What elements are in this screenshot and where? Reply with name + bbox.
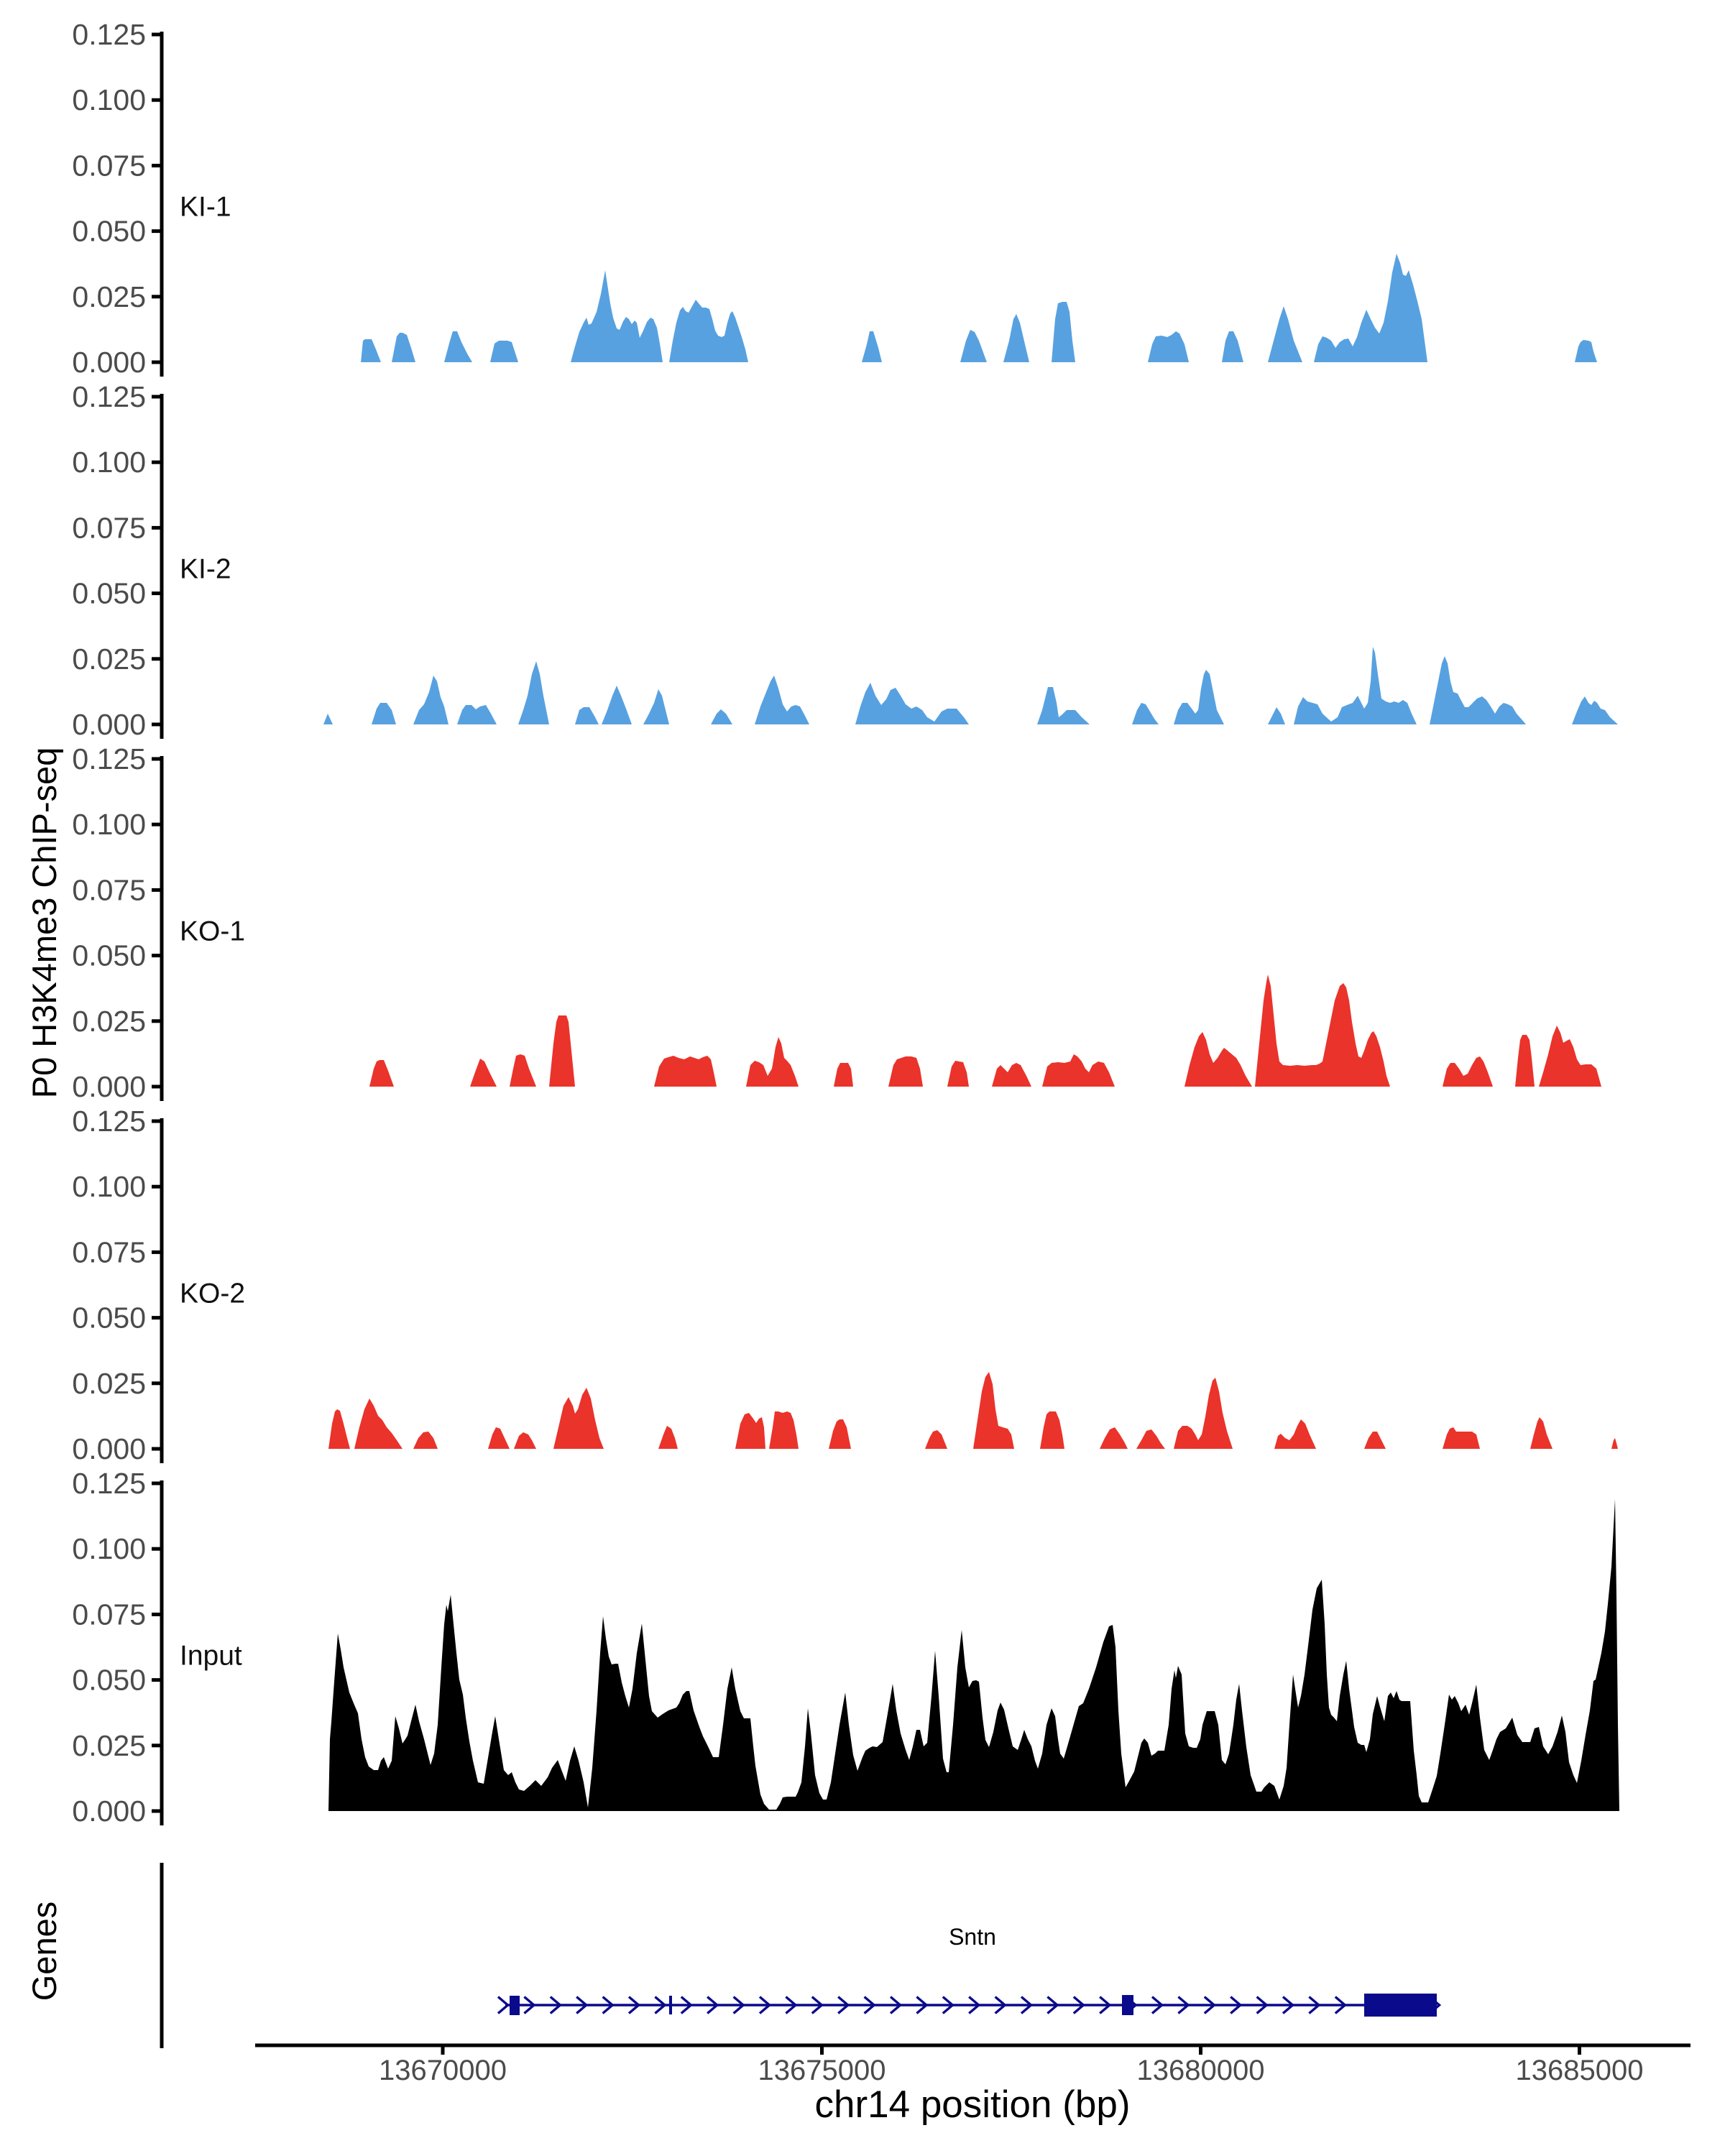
- svg-text:KO-1: KO-1: [180, 916, 245, 947]
- svg-text:0.075: 0.075: [72, 1598, 146, 1631]
- svg-text:0.075: 0.075: [72, 1235, 146, 1268]
- svg-text:13680000: 13680000: [1137, 2055, 1265, 2086]
- svg-text:KI-1: KI-1: [180, 192, 231, 223]
- svg-text:0.125: 0.125: [72, 1105, 146, 1138]
- svg-text:0.000: 0.000: [72, 1432, 146, 1465]
- svg-text:13675000: 13675000: [758, 2055, 886, 2086]
- svg-text:0.025: 0.025: [72, 280, 146, 313]
- svg-text:P0 H3K4me3 ChIP-seq: P0 H3K4me3 ChIP-seq: [25, 747, 63, 1099]
- svg-text:0.100: 0.100: [72, 1170, 146, 1203]
- svg-text:13670000: 13670000: [379, 2055, 507, 2086]
- svg-text:0.075: 0.075: [72, 511, 146, 544]
- svg-text:0.025: 0.025: [72, 642, 146, 676]
- svg-text:0.100: 0.100: [72, 83, 146, 116]
- svg-text:0.000: 0.000: [72, 346, 146, 379]
- svg-text:0.000: 0.000: [72, 1795, 146, 1828]
- svg-text:chr14 position (bp): chr14 position (bp): [815, 2083, 1131, 2126]
- svg-text:0.025: 0.025: [72, 1729, 146, 1762]
- svg-text:0.100: 0.100: [72, 1532, 146, 1565]
- svg-text:0.050: 0.050: [72, 939, 146, 972]
- svg-text:0.050: 0.050: [72, 577, 146, 610]
- svg-text:0.075: 0.075: [72, 873, 146, 906]
- svg-text:Genes: Genes: [25, 1902, 63, 2001]
- svg-text:0.100: 0.100: [72, 808, 146, 841]
- svg-text:KI-2: KI-2: [180, 554, 231, 585]
- svg-text:0.000: 0.000: [72, 708, 146, 741]
- svg-text:0.050: 0.050: [72, 215, 146, 248]
- svg-text:0.125: 0.125: [72, 1467, 146, 1500]
- svg-text:0.025: 0.025: [72, 1005, 146, 1038]
- svg-text:KO-2: KO-2: [180, 1279, 245, 1309]
- svg-text:0.125: 0.125: [72, 380, 146, 413]
- svg-text:0.075: 0.075: [72, 149, 146, 182]
- svg-text:0.125: 0.125: [72, 742, 146, 775]
- svg-text:0.050: 0.050: [72, 1664, 146, 1697]
- svg-text:13685000: 13685000: [1516, 2055, 1644, 2086]
- svg-text:0.125: 0.125: [72, 18, 146, 51]
- svg-text:0.000: 0.000: [72, 1070, 146, 1103]
- svg-text:Input: Input: [180, 1641, 242, 1672]
- svg-text:0.050: 0.050: [72, 1302, 146, 1335]
- svg-text:0.025: 0.025: [72, 1367, 146, 1400]
- svg-text:Sntn: Sntn: [949, 1924, 996, 1950]
- svg-text:0.100: 0.100: [72, 446, 146, 479]
